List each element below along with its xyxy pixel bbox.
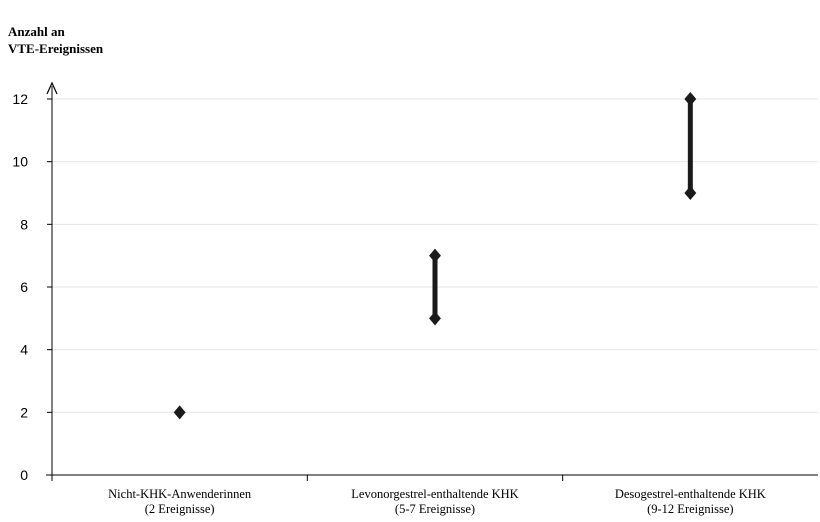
y-tick-label: 6 <box>20 279 28 295</box>
x-axis <box>46 474 818 481</box>
y-axis <box>46 81 58 481</box>
y-tick-label: 4 <box>20 342 28 358</box>
category-label: (5-7 Ereignisse) <box>395 502 475 516</box>
category-label: (2 Ereignisse) <box>145 502 215 516</box>
y-axis-title-line-2: VTE-Ereignissen <box>8 41 104 56</box>
y-tick-label: 8 <box>20 216 28 232</box>
y-tick-labels: 0 2 4 6 8 10 12 <box>12 91 28 483</box>
category-label: Levonorgestrel-enthaltende KHK <box>351 487 518 501</box>
data-marks <box>173 92 697 420</box>
y-tick-label: 10 <box>12 154 28 170</box>
category-label: (9-12 Ereignisse) <box>647 502 733 516</box>
y-axis-title-line-1: Anzahl an <box>8 24 65 39</box>
category-labels: Nicht-KHK-Anwenderinnen(2 Ereignisse) Lev… <box>108 487 766 516</box>
data-point-marker <box>429 311 441 326</box>
data-point-marker <box>429 248 441 263</box>
y-tick-label: 12 <box>12 91 28 107</box>
category-label: Nicht-KHK-Anwenderinnen <box>108 487 252 501</box>
y-axis-arrow-icon <box>46 81 58 95</box>
y-axis-title: Anzahl an VTE-Ereignissen <box>8 24 104 56</box>
data-point-marker <box>684 186 697 200</box>
data-point-marker <box>173 405 186 420</box>
category-label: Desogestrel-enthaltende KHK <box>615 487 766 501</box>
y-tick-label: 2 <box>20 404 28 420</box>
y-tick-label: 0 <box>20 467 28 483</box>
data-point-marker <box>684 92 697 106</box>
